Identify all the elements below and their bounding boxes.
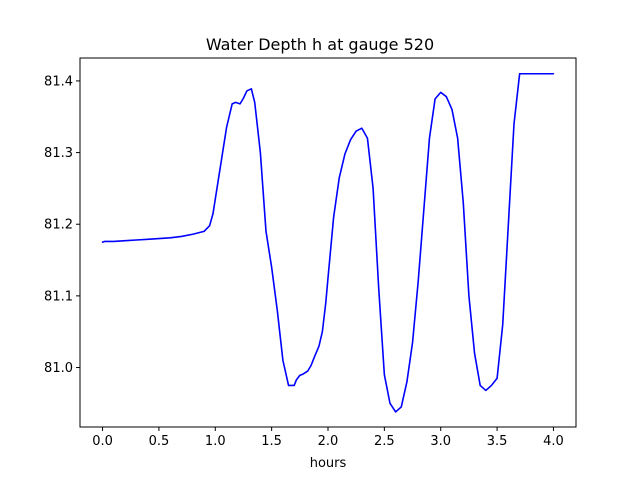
x-axis-ticks: 0.0 0.5 1.0 1.5 2.0 2.5 3.0 3.5 4.0 <box>92 427 564 449</box>
x-tick-label: 3.5 <box>487 434 508 449</box>
y-tick-label: 81.4 <box>44 74 73 89</box>
x-tick-label: 2.0 <box>318 434 339 449</box>
plot-area <box>101 72 555 413</box>
x-tick-label: 1.5 <box>261 434 282 449</box>
chart-title: Water Depth h at gauge 520 <box>206 35 434 54</box>
x-tick-label: 0.5 <box>149 434 170 449</box>
x-tick-label: 2.5 <box>374 434 395 449</box>
y-tick-label: 81.2 <box>44 218 73 233</box>
x-axis-label: hours <box>310 456 347 471</box>
x-tick-label: 3.0 <box>430 434 451 449</box>
x-tick-label: 1.0 <box>205 434 226 449</box>
series-line-h <box>101 72 555 413</box>
y-tick-label: 81.0 <box>44 361 73 376</box>
x-tick-label: 0.0 <box>92 434 113 449</box>
x-tick-label: 4.0 <box>543 434 564 449</box>
y-tick-label: 81.3 <box>44 146 73 161</box>
y-tick-label: 81.1 <box>44 289 73 304</box>
y-axis-ticks: 81.0 81.1 81.2 81.3 81.4 <box>44 74 80 376</box>
